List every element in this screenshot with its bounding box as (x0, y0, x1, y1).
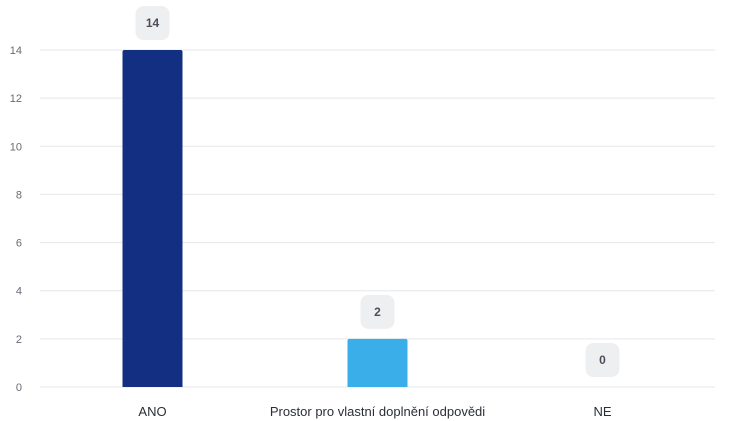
y-axis-tick-labels: 0 2 4 6 8 10 12 14 (10, 45, 22, 394)
y-tick-label: 8 (16, 189, 22, 201)
x-axis-category-labels: ANO Prostor pro vlastní doplnění odpovědi… (138, 404, 611, 419)
y-tick-label: 6 (16, 238, 22, 250)
bars (122, 50, 408, 387)
y-tick-label: 2 (16, 334, 22, 346)
y-tick-label: 12 (10, 93, 22, 105)
x-category-label: NE (593, 404, 611, 419)
data-labels: 14 2 0 (135, 6, 620, 377)
y-tick-label: 4 (16, 286, 22, 298)
data-label-badge (585, 343, 620, 377)
y-tick-label: 0 (16, 382, 22, 394)
data-label-badge (360, 294, 395, 329)
x-category-label: ANO (138, 404, 166, 419)
bar (347, 338, 408, 387)
y-tick-label: 10 (10, 141, 22, 153)
data-label-badge (135, 6, 170, 40)
data-label: 0 (599, 353, 606, 367)
data-label: 14 (146, 16, 160, 30)
bar (122, 50, 183, 387)
y-tick-label: 14 (10, 45, 22, 57)
x-category-label: Prostor pro vlastní doplnění odpovědi (270, 404, 485, 419)
data-label: 2 (374, 305, 381, 319)
